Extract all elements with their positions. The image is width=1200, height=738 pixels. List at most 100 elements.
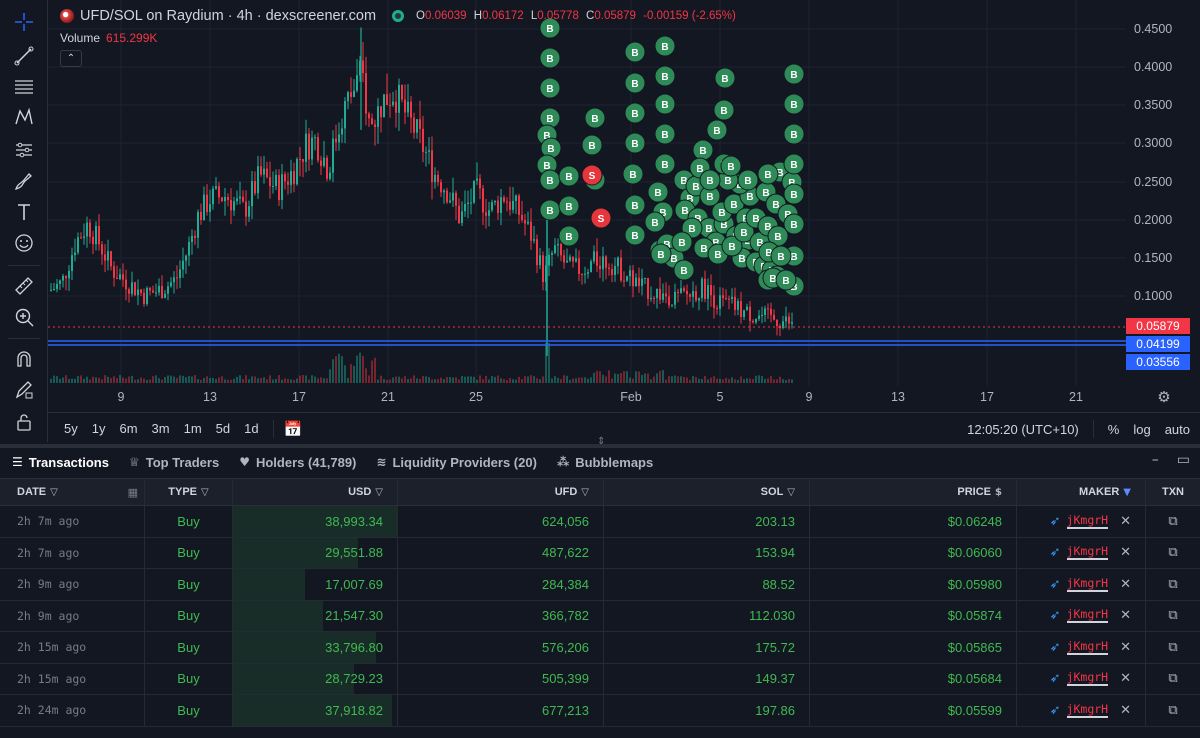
timeframe-3m[interactable]: 3m — [151, 421, 170, 436]
col-maker[interactable]: MAKER ▼ — [1017, 479, 1146, 505]
timeframe-1d[interactable]: 1d — [244, 421, 259, 436]
table-row[interactable]: 2h 24m ago Buy 37,918.82 677,213 197.86 $0.05… — [0, 695, 1200, 727]
tab-liquidity-providers[interactable]: ≋ Liquidity Providers (20) — [376, 454, 537, 470]
filter-icon[interactable]: ▽ — [50, 486, 58, 498]
volume-bar — [656, 373, 658, 383]
maximize-icon[interactable]: ▭ — [1176, 452, 1190, 468]
table-row[interactable]: 2h 7m ago Buy 38,993.34 624,056 203.13 $0.062… — [0, 506, 1200, 538]
clear-filter-icon[interactable]: ✕ — [1120, 576, 1131, 592]
col-ufd[interactable]: UFD ▽ — [398, 479, 604, 505]
volume-bar — [242, 378, 244, 383]
fib-icon[interactable] — [6, 72, 42, 100]
collapse-legend-button[interactable]: ⌃ — [60, 50, 82, 67]
x-tick-label: Feb — [620, 390, 642, 404]
maker-link[interactable]: jKmgrH — [1066, 701, 1109, 718]
filter-active-icon[interactable]: ▼ — [1123, 486, 1131, 498]
col-usd[interactable]: USD ▽ — [233, 479, 398, 505]
crosshair-icon[interactable] — [6, 8, 42, 36]
brush-icon[interactable] — [6, 167, 42, 195]
measure-lines-icon[interactable] — [6, 136, 42, 164]
timeframe-1m[interactable]: 1m — [183, 421, 202, 436]
candle-body — [449, 200, 451, 203]
clear-filter-icon[interactable]: ✕ — [1120, 608, 1131, 624]
external-link-icon[interactable]: ⧉ — [1168, 513, 1178, 529]
ruler-icon[interactable] — [6, 272, 42, 300]
clear-filter-icon[interactable]: ✕ — [1120, 513, 1131, 529]
table-row[interactable]: 2h 9m ago Buy 21,547.30 366,782 112.030 $0.05… — [0, 600, 1200, 632]
magnet-icon[interactable] — [6, 345, 42, 373]
clear-filter-icon[interactable]: ✕ — [1120, 671, 1131, 687]
buy-marker — [539, 77, 561, 99]
calendar-icon[interactable]: ▦ — [127, 485, 138, 499]
maker-link[interactable]: jKmgrH — [1066, 544, 1109, 561]
volume-bar — [89, 379, 91, 383]
volume-bar — [137, 379, 139, 383]
clear-filter-icon[interactable]: ✕ — [1120, 545, 1131, 561]
price-chart[interactable]: 0.4500 0.4000 0.3500 0.3000 0.2500 0.2000 0.15… — [48, 0, 1200, 412]
col-date[interactable]: DATE ▽ ▦ — [0, 479, 145, 505]
filter-icon[interactable]: ▽ — [581, 486, 589, 498]
timeframe-6m[interactable]: 6m — [119, 421, 138, 436]
auto-scale-button[interactable]: auto — [1164, 421, 1190, 437]
volume-bar — [326, 378, 328, 383]
col-type[interactable]: TYPE ▽ — [145, 479, 233, 505]
candle-body — [704, 278, 706, 299]
external-link-icon[interactable]: ⧉ — [1168, 608, 1178, 624]
lock-icon[interactable] — [6, 408, 42, 436]
table-row[interactable]: 2h 15m ago Buy 28,729.23 505,399 149.37 $0.05… — [0, 663, 1200, 695]
candle-body — [113, 266, 115, 278]
zoom-in-icon[interactable] — [6, 303, 42, 331]
external-link-icon[interactable]: ⧉ — [1168, 671, 1178, 687]
table-row[interactable]: 2h 9m ago Buy 17,007.69 284,384 88.52 $0.0598… — [0, 569, 1200, 601]
external-link-icon[interactable]: ⧉ — [1168, 545, 1178, 561]
buy-marker-label: B — [591, 114, 598, 125]
bottom-panel-tabs: ☰ Transactions ♕ Top Traders ♥ Holders (41,… — [0, 448, 1200, 476]
maker-link[interactable]: jKmgrH — [1066, 638, 1109, 655]
text-icon[interactable] — [6, 198, 42, 226]
external-link-icon[interactable]: ⧉ — [1168, 576, 1178, 592]
col-price[interactable]: PRICE $ — [810, 479, 1017, 505]
clear-filter-icon[interactable]: ✕ — [1120, 702, 1131, 718]
tab-top-traders[interactable]: ♕ Top Traders — [128, 454, 220, 470]
tab-bubblemaps[interactable]: ⁂ Bubblemaps — [556, 454, 654, 470]
external-link-icon[interactable]: ⧉ — [1168, 639, 1178, 655]
maker-link[interactable]: jKmgrH — [1066, 670, 1109, 687]
trend-line-icon[interactable] — [6, 42, 42, 70]
emoji-icon[interactable] — [6, 229, 42, 257]
buy-marker-label: B — [769, 274, 776, 285]
filter-icon[interactable]: ▽ — [787, 486, 795, 498]
col-sol[interactable]: SOL ▽ — [604, 479, 810, 505]
table-row[interactable]: 2h 7m ago Buy 29,551.88 487,622 153.94 $0.060… — [0, 537, 1200, 569]
log-scale-button[interactable]: log — [1133, 421, 1151, 437]
clear-filter-icon[interactable]: ✕ — [1120, 639, 1131, 655]
candle-body — [437, 174, 439, 183]
filter-icon[interactable]: ▽ — [375, 486, 383, 498]
external-link-icon[interactable]: ⧉ — [1168, 702, 1178, 718]
timeframe-5d[interactable]: 5d — [215, 421, 231, 436]
maker-link[interactable]: jKmgrH — [1066, 607, 1109, 624]
percent-scale-button[interactable]: % — [1107, 421, 1120, 437]
chart-canvas[interactable]: 0.4500 0.4000 0.3500 0.3000 0.2500 0.2000 0.15… — [48, 0, 1200, 412]
lock-pencil-icon[interactable] — [6, 376, 42, 404]
maker-link[interactable]: jKmgrH — [1066, 512, 1109, 529]
panel-resize-handle[interactable]: ⇕ — [0, 436, 1200, 448]
goto-date-icon[interactable]: 📅 — [283, 419, 303, 438]
candle-body — [359, 60, 361, 76]
buy-marker-label: B — [756, 238, 763, 249]
volume-bar — [551, 378, 553, 383]
filter-icon[interactable]: ▽ — [201, 486, 209, 498]
volume-bar — [380, 375, 382, 383]
volume-bar — [260, 378, 262, 383]
currency-toggle-icon[interactable]: $ — [995, 486, 1002, 498]
volume-bar — [167, 375, 169, 383]
minimize-icon[interactable]: – — [1151, 452, 1159, 468]
timeframe-1y[interactable]: 1y — [91, 421, 106, 436]
tab-transactions[interactable]: ☰ Transactions — [12, 454, 109, 470]
tab-holders[interactable]: ♥ Holders (41,789) — [239, 454, 357, 470]
maker-link[interactable]: jKmgrH — [1066, 575, 1109, 592]
pattern-icon[interactable] — [6, 103, 42, 131]
table-row[interactable]: 2h 15m ago Buy 33,796.80 576,206 175.72 $0.05… — [0, 632, 1200, 664]
candle-body — [263, 168, 265, 175]
timeframe-5y[interactable]: 5y — [64, 421, 78, 436]
candle-body — [338, 134, 340, 143]
